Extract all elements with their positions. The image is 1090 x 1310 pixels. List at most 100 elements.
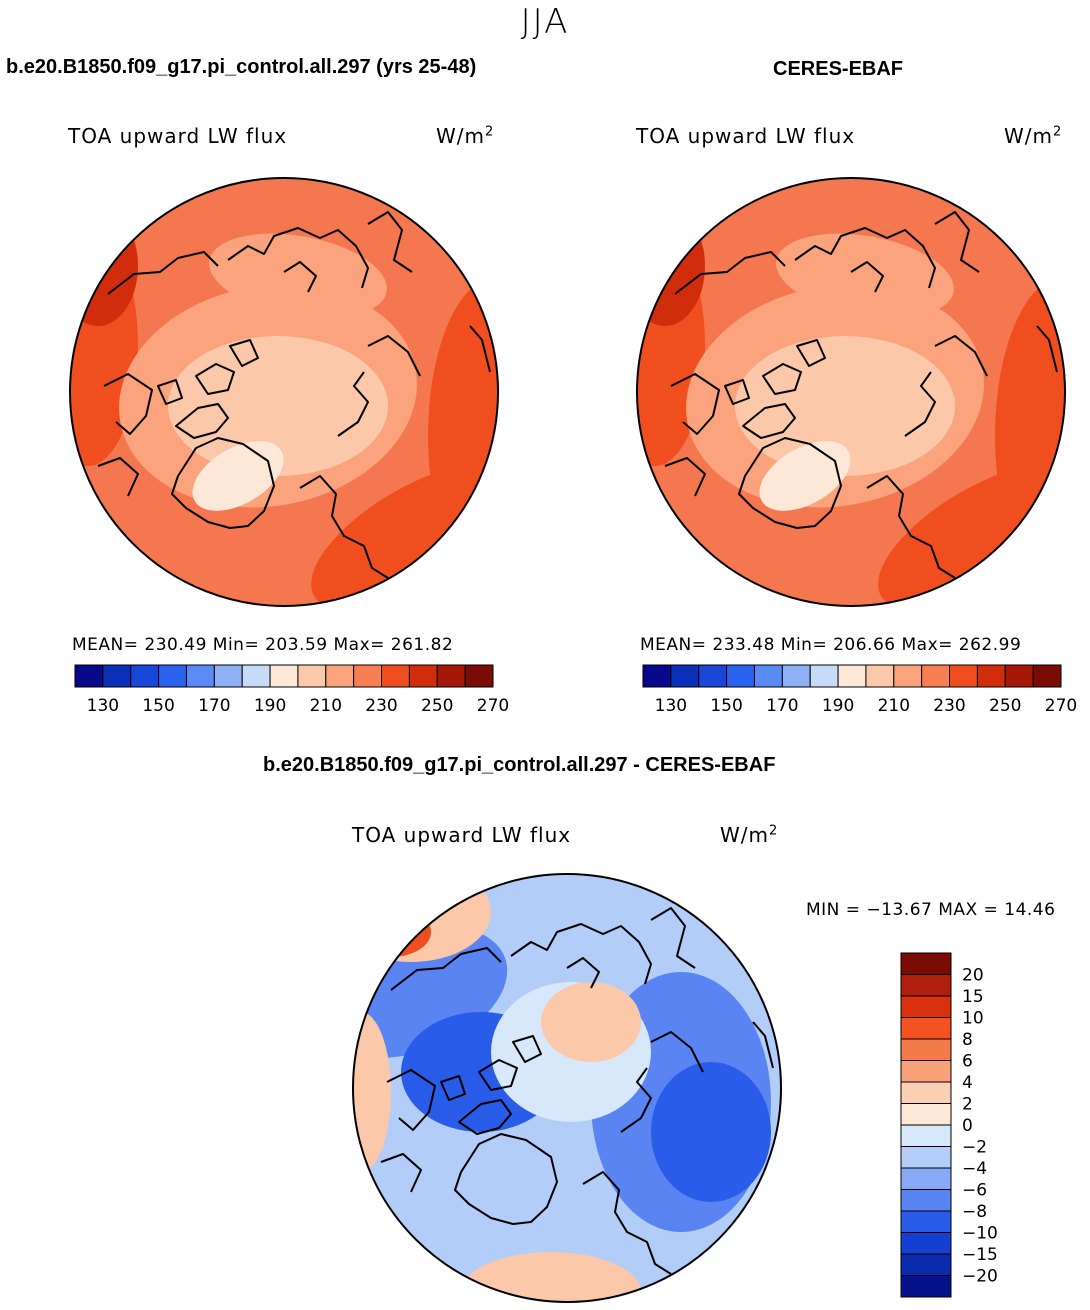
difference-colorbar-tick-label: 8 bbox=[962, 1030, 973, 1050]
eurasia-coastline bbox=[299, 335, 421, 579]
panel2-colorbar-swatch bbox=[837, 664, 867, 688]
cool-field-region bbox=[168, 336, 388, 476]
difference-colorbar-tick-label: −2 bbox=[962, 1138, 987, 1158]
warm-field-region bbox=[428, 276, 498, 596]
panel1-colorbar-swatch bbox=[185, 664, 215, 688]
panel1-colorbar-swatch bbox=[269, 664, 299, 688]
arctic-archipelago-coastline bbox=[440, 1035, 542, 1135]
difference-polar-map bbox=[352, 873, 782, 1303]
panel1-colorbar-swatch bbox=[464, 664, 494, 688]
difference-colorbar-swatch bbox=[900, 1253, 952, 1276]
panel2-colorbar: 130 150 170 190 210 230 250 270 bbox=[642, 664, 1077, 716]
greenland-coastline bbox=[738, 437, 842, 529]
coldest-field-region bbox=[759, 441, 851, 511]
panel2-units-label: W/m2 bbox=[1004, 124, 1063, 148]
panel1-colorbar-swatch bbox=[408, 664, 438, 688]
difference-colorbar-swatch bbox=[900, 1103, 952, 1126]
panel1-colorbar-swatch bbox=[353, 664, 383, 688]
strong-negative-difference-region bbox=[651, 1062, 771, 1202]
map-boundary-circle bbox=[69, 177, 499, 607]
panel2-colorbar-swatch bbox=[893, 664, 923, 688]
difference-colorbar-swatch bbox=[900, 1232, 952, 1255]
panel1-colorbar: 130 150 170 190 210 230 250 270 bbox=[74, 664, 509, 716]
panel1-colorbar-tick-label: 130 bbox=[87, 696, 119, 716]
difference-colorbar-swatch bbox=[900, 1060, 952, 1083]
cool-field-region bbox=[776, 233, 954, 319]
panel1-colorbar-swatch bbox=[381, 664, 410, 688]
panel2-colorbar-tick-label: 130 bbox=[655, 696, 687, 716]
difference-colorbar-tick-label: 2 bbox=[962, 1095, 973, 1115]
panel1-polar-map bbox=[69, 177, 499, 607]
panel1-units-label: W/m2 bbox=[436, 124, 495, 148]
panel2-title: CERES-EBAF bbox=[773, 58, 904, 80]
kamchatka-coastline bbox=[934, 211, 980, 273]
difference-colorbar-swatch bbox=[900, 1038, 952, 1061]
panel1-colorbar-tick-label: 210 bbox=[310, 696, 342, 716]
difference-colorbar-tick-label: −4 bbox=[962, 1159, 987, 1179]
panel1-colorbar-tick-label: 250 bbox=[421, 696, 453, 716]
panel2-variable-label: TOA upward LW flux bbox=[636, 124, 856, 148]
siberia-coastline bbox=[227, 227, 369, 293]
difference-colorbar-swatch bbox=[900, 1210, 952, 1233]
panel2-colorbar-tick-label: 170 bbox=[766, 696, 798, 716]
panel2-colorbar-swatch bbox=[809, 664, 839, 688]
japan-coastline bbox=[1036, 325, 1058, 373]
difference-colorbar-swatch bbox=[900, 1146, 952, 1169]
panel1-colorbar-swatch bbox=[436, 664, 466, 688]
difference-colorbar-tick-label: −10 bbox=[962, 1224, 998, 1244]
panel1-colorbar-swatch bbox=[130, 664, 160, 688]
kamchatka-coastline bbox=[650, 907, 696, 969]
panel2-colorbar-swatch bbox=[753, 664, 783, 688]
panel2-colorbar-swatch bbox=[976, 664, 1006, 688]
panel1-colorbar-swatch bbox=[297, 664, 327, 688]
page-title: JJA bbox=[520, 2, 570, 42]
north-america-coastline bbox=[97, 373, 153, 497]
difference-colorbar-swatch bbox=[900, 1124, 952, 1147]
difference-colorbar-tick-label: −15 bbox=[962, 1245, 998, 1265]
panel2-colorbar-swatch bbox=[781, 664, 811, 688]
difference-colorbar-tick-label: 10 bbox=[962, 1009, 984, 1029]
panel2-colorbar-swatch bbox=[865, 664, 895, 688]
north-america-coastline bbox=[380, 1069, 436, 1193]
greenland-coastline bbox=[171, 437, 275, 529]
panel2-colorbar-swatch bbox=[698, 664, 728, 688]
panel1-colorbar-swatch bbox=[102, 664, 132, 688]
warm-field-region bbox=[70, 206, 138, 326]
positive-difference-region bbox=[541, 982, 641, 1062]
panel1-title: b.e20.B1850.f09_g17.pi_control.all.297 (… bbox=[6, 56, 477, 78]
difference-colorbar-swatch bbox=[900, 1275, 952, 1298]
panel2-colorbar-swatch bbox=[949, 664, 978, 688]
difference-colorbar-swatch bbox=[900, 952, 952, 975]
panel1-variable-label: TOA upward LW flux bbox=[68, 124, 288, 148]
panel1-stats: MEAN= 230.49 Min= 203.59 Max= 261.82 bbox=[72, 635, 454, 655]
alaska-coastline bbox=[674, 251, 786, 295]
difference-colorbar-tick-label: 0 bbox=[962, 1116, 973, 1136]
positive-difference-region bbox=[461, 1252, 641, 1302]
panel1-colorbar-swatch bbox=[74, 664, 104, 688]
difference-colorbar-swatch bbox=[900, 1189, 952, 1212]
map-boundary-circle bbox=[352, 873, 782, 1303]
coldest-field-region bbox=[192, 441, 284, 511]
arctic-archipelago-coastline bbox=[157, 339, 259, 439]
panel1-colorbar-tick-label: 150 bbox=[142, 696, 174, 716]
japan-coastline bbox=[752, 1021, 774, 1069]
panel1-colorbar-swatch bbox=[241, 664, 271, 688]
difference-colorbar-swatch bbox=[900, 974, 952, 997]
panel2-colorbar-tick-label: 150 bbox=[710, 696, 742, 716]
panel2-polar-map bbox=[636, 177, 1066, 607]
panel2-colorbar-swatch bbox=[1004, 664, 1034, 688]
panel1-colorbar-tick-label: 170 bbox=[198, 696, 230, 716]
panel2-colorbar-tick-label: 270 bbox=[1045, 696, 1077, 716]
map-boundary-circle bbox=[636, 177, 1066, 607]
difference-colorbar-tick-label: 20 bbox=[962, 966, 984, 986]
panel1-colorbar-swatch bbox=[158, 664, 187, 688]
eurasia-coastline bbox=[582, 1031, 704, 1275]
difference-stats: MIN = −13.67 MAX = 14.46 bbox=[806, 900, 1056, 920]
eurasia-coastline bbox=[866, 335, 988, 579]
panel1-colorbar-tick-label: 270 bbox=[477, 696, 509, 716]
siberia-coastline bbox=[794, 227, 936, 293]
arctic-archipelago-coastline bbox=[724, 339, 826, 439]
difference-colorbar-tick-label: 15 bbox=[962, 987, 984, 1007]
strong-positive-difference-region bbox=[353, 907, 431, 957]
positive-difference-region bbox=[353, 1012, 391, 1172]
